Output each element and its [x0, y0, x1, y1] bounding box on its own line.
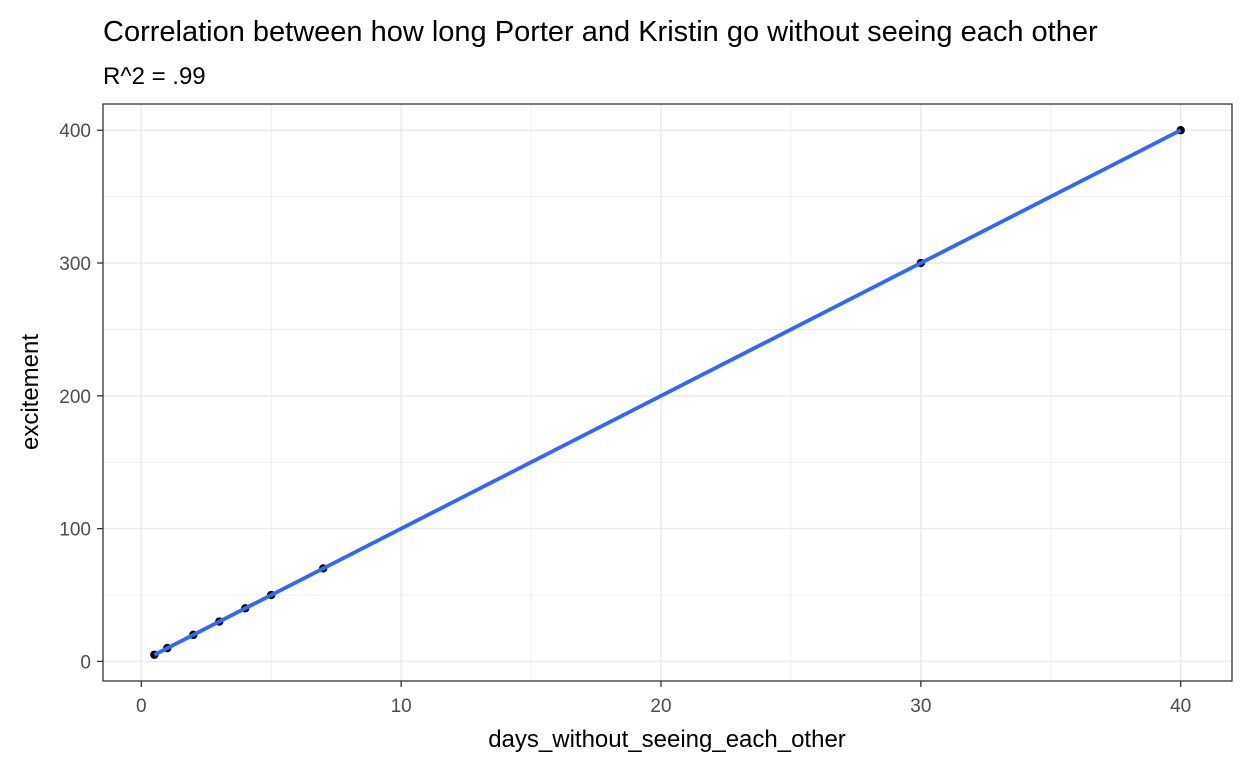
- x-tick-label: 30: [910, 696, 931, 717]
- x-tick-label: 20: [650, 696, 671, 717]
- x-axis-title: days_without_seeing_each_other: [488, 726, 846, 753]
- minor-gridlines: [103, 104, 1232, 681]
- plot-series: [150, 126, 1185, 659]
- y-tick-label: 200: [59, 387, 91, 408]
- y-tick-label: 100: [59, 520, 91, 541]
- y-tick-label: 400: [59, 121, 91, 142]
- y-tick-label: 0: [80, 652, 91, 673]
- regression-line: [153, 128, 1182, 657]
- x-axis: 0 10 20 30 40: [136, 681, 1191, 717]
- chart-title: Correlation between how long Porter and …: [103, 16, 1098, 48]
- x-tick-label: 40: [1170, 696, 1191, 717]
- major-gridlines: [103, 104, 1232, 681]
- y-tick-label: 300: [59, 254, 91, 275]
- chart-subtitle: R^2 = .99: [103, 63, 206, 90]
- x-tick-label: 10: [391, 696, 412, 717]
- y-axis: 0 100 200 300 400: [59, 121, 103, 673]
- x-tick-label: 0: [136, 696, 147, 717]
- y-axis-title: excitement: [17, 334, 44, 450]
- panel-border: [102, 103, 1233, 682]
